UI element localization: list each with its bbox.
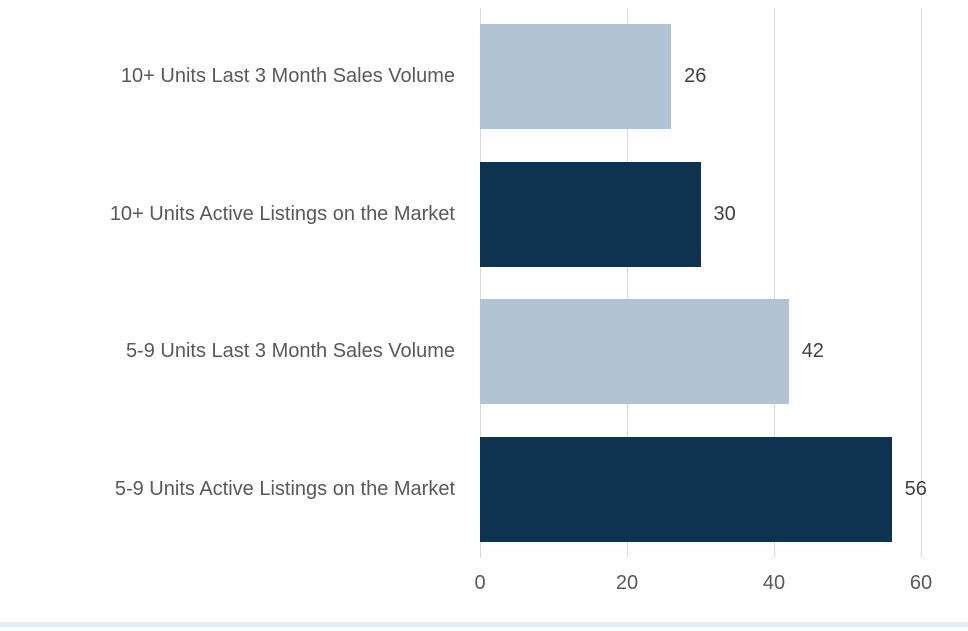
bar [480, 436, 892, 542]
data-label: 26 [684, 65, 707, 88]
gridline [774, 8, 775, 558]
data-label: 30 [713, 202, 736, 225]
category-label-text: 10+ Units Active Listings on the Market [109, 202, 455, 225]
category-label: 10+ Units Last 3 Month Sales Volume [0, 63, 480, 90]
chart-row: 10+ Units Active Listings on the Market 3… [0, 146, 968, 284]
category-label: 10+ Units Active Listings on the Market [0, 201, 480, 228]
x-axis-tick-label: 40 [762, 572, 786, 594]
x-axis-tick-label: 20 [615, 572, 639, 594]
category-label: 5-9 Units Active Listings on the Market [0, 476, 480, 503]
data-label: 56 [904, 477, 927, 500]
gridline [921, 8, 922, 558]
bar [480, 161, 701, 267]
category-label-text: 10+ Units Last 3 Month Sales Volume [120, 65, 455, 88]
gridline [480, 8, 481, 558]
bottom-divider-strip [0, 622, 968, 627]
bar [480, 24, 672, 130]
data-label: 42 [801, 340, 824, 363]
bar [480, 299, 789, 405]
chart-row: 10+ Units Last 3 Month Sales Volume 26 [0, 8, 968, 146]
chart-row: 5-9 Units Last 3 Month Sales Volume 42 [0, 283, 968, 421]
x-axis-tick-label: 0 [474, 572, 486, 594]
gridline [627, 8, 628, 558]
x-axis-tick-label: 60 [909, 572, 933, 594]
chart-row: 5-9 Units Active Listings on the Market 5… [0, 421, 968, 559]
category-label-text: 5-9 Units Active Listings on the Market [114, 477, 455, 500]
category-label-text: 5-9 Units Last 3 Month Sales Volume [125, 340, 455, 363]
category-label: 5-9 Units Last 3 Month Sales Volume [0, 338, 480, 365]
